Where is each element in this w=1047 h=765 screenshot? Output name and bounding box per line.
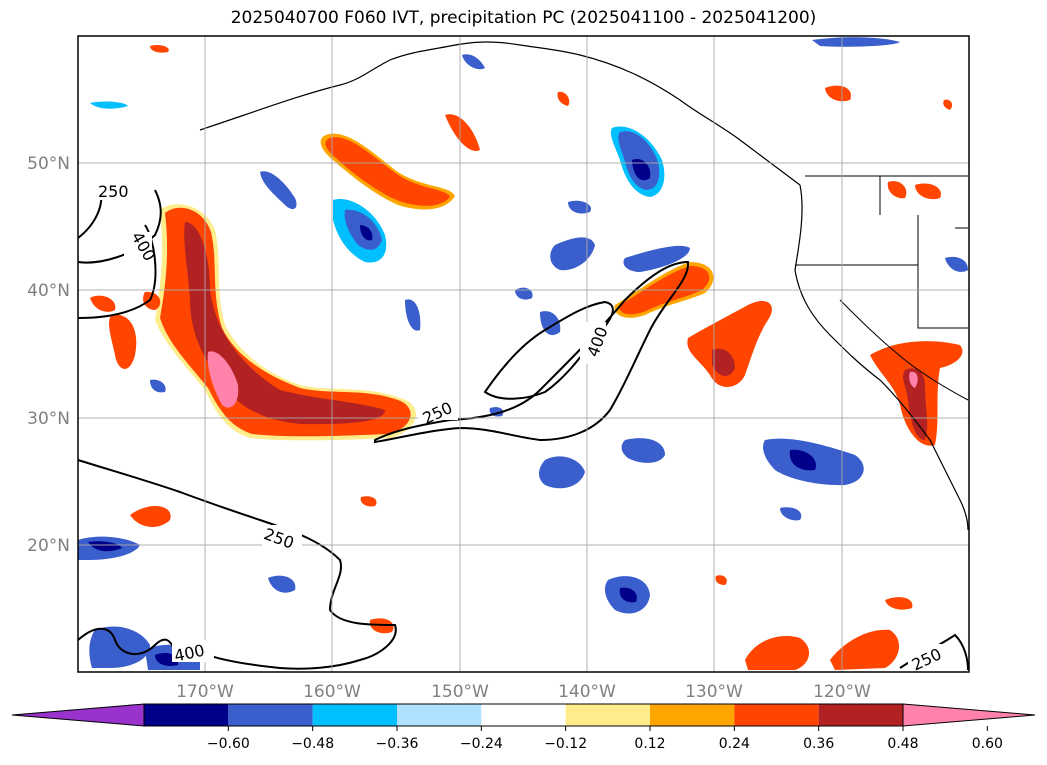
anomaly-neg-22 — [780, 507, 802, 521]
colorbar-outline — [143, 703, 904, 727]
lat-label: 30°N — [27, 409, 70, 429]
lon-label: 120°W — [813, 682, 871, 702]
latitude-labels: 50°N 40°N 30°N 20°N — [27, 154, 70, 556]
colorbar-tick-label: −0.36 — [376, 736, 419, 752]
border-state-3 — [917, 215, 968, 329]
lon-label: 130°W — [685, 682, 743, 702]
lat-label: 20°N — [27, 536, 70, 556]
colorbar-tick-label: −0.12 — [544, 736, 587, 752]
coastlines — [199, 41, 969, 531]
anomaly-east-cluster — [687, 300, 772, 388]
lon-label: 140°W — [558, 682, 616, 702]
anomaly-band-nw-inner — [325, 137, 450, 206]
anomaly-neg-16 — [405, 299, 421, 331]
anomaly-small-4 — [150, 44, 169, 53]
lon-label: 160°W — [303, 682, 361, 702]
colorbar-segment — [650, 704, 735, 726]
contour-label: 250 — [98, 182, 129, 201]
anomaly-plume-core — [184, 222, 385, 425]
anomaly-southeast — [830, 629, 900, 670]
anomaly-neg-6 — [621, 438, 665, 463]
colorbar-segment — [734, 704, 819, 726]
anomaly-west-3 — [143, 291, 161, 310]
colorbar-tick-label: −0.24 — [460, 736, 503, 752]
ivt-contour-400-central — [483, 300, 614, 400]
anomaly-south-2 — [745, 636, 810, 670]
coastline-na-west — [794, 184, 969, 531]
ivt-contour-400-south — [77, 627, 176, 655]
contour-labels: 250 400 400 250 250 400 250 — [94, 180, 950, 674]
anomaly-neg-17 — [515, 287, 533, 300]
ivt-contour-250-west-lower — [77, 189, 162, 264]
colorbar-extend-high — [902, 703, 1036, 727]
lat-label: 40°N — [27, 281, 70, 301]
anomaly-neg-18 — [568, 200, 591, 214]
colorbar: −0.60 −0.48 −0.36 −0.24 −0.12 0.12 0.24 0.36 0.4… — [11, 703, 1036, 752]
anomaly-oregon — [887, 181, 907, 199]
anomaly-small-5 — [360, 496, 377, 507]
anomaly-west-4 — [130, 505, 171, 527]
ivt-contour-400-west — [77, 224, 157, 319]
map-title: 2025040700 F060 IVT, precipitation PC (2… — [230, 8, 817, 28]
anomaly-plume-max — [207, 351, 239, 408]
ivt-contour-250-central — [374, 260, 690, 444]
colorbar-segment — [397, 704, 482, 726]
map-frame — [77, 35, 970, 673]
anomaly-neg-9-core — [619, 587, 637, 603]
anomaly-oregon-2 — [915, 183, 941, 200]
anomaly-neg-2 — [260, 171, 297, 210]
ivt-contour-250-south — [77, 459, 397, 670]
anomaly-neg-8 — [623, 245, 690, 272]
colorbar-tick-label: 0.24 — [719, 736, 750, 752]
colorbar-extend-low — [11, 703, 145, 727]
lon-label: 150°W — [431, 682, 489, 702]
colorbar-tick-label: −0.60 — [207, 736, 250, 752]
coastline-alaska — [199, 41, 801, 186]
colorbar-segment — [312, 704, 397, 726]
anomaly-neg-23 — [462, 54, 485, 70]
anomaly-neg-4-core — [789, 449, 816, 471]
ivt-contours — [77, 187, 969, 671]
colorbar-segment — [818, 704, 903, 726]
colorbar-segment — [228, 704, 313, 726]
anomaly-neg-14 — [268, 575, 296, 593]
anomaly-neg-3-core — [632, 159, 651, 181]
colorbar-segment — [144, 704, 229, 726]
lat-label: 50°N — [27, 154, 70, 174]
colorbar-tick-label: 0.60 — [972, 736, 1003, 752]
negative-anomaly-layer — [78, 37, 968, 670]
anomaly-east-cluster-core — [712, 348, 735, 376]
colorbar-tick-label: 0.36 — [803, 736, 834, 752]
colorbar-segment — [565, 704, 650, 726]
anomaly-south-3 — [885, 597, 913, 610]
political-boundaries — [795, 175, 969, 401]
anomaly-california-core — [903, 368, 928, 440]
anomaly-neg-21 — [150, 379, 166, 393]
anomaly-west-2 — [90, 295, 116, 312]
lon-label: 170°W — [176, 682, 234, 702]
anomaly-neg-19 — [90, 101, 128, 109]
anomaly-pnw — [825, 85, 851, 102]
anomaly-neg-20 — [945, 256, 968, 272]
anomaly-neg-10-core — [88, 541, 122, 552]
anomaly-neg-13 — [812, 37, 900, 47]
colorbar-tick-label: −0.48 — [291, 736, 334, 752]
border-state-4 — [839, 299, 969, 401]
colorbar-segment — [481, 704, 566, 726]
longitude-labels: 170°W 160°W 150°W 140°W 130°W 120°W — [176, 682, 871, 702]
anomaly-neg-5 — [538, 456, 585, 489]
anomaly-california-max — [909, 371, 918, 388]
colorbar-tick-label: 0.12 — [634, 736, 665, 752]
positive-anomaly-layer — [90, 44, 963, 670]
colorbar-tick-label: 0.48 — [887, 736, 918, 752]
anomaly-west-1 — [108, 314, 137, 369]
anomaly-neg-1-core — [360, 225, 373, 241]
anomaly-neg-7 — [550, 237, 595, 271]
anomaly-small-3 — [557, 91, 570, 106]
anomaly-small-2 — [445, 114, 480, 151]
anomaly-small-7 — [715, 575, 727, 585]
anomaly-small-6 — [943, 99, 953, 110]
